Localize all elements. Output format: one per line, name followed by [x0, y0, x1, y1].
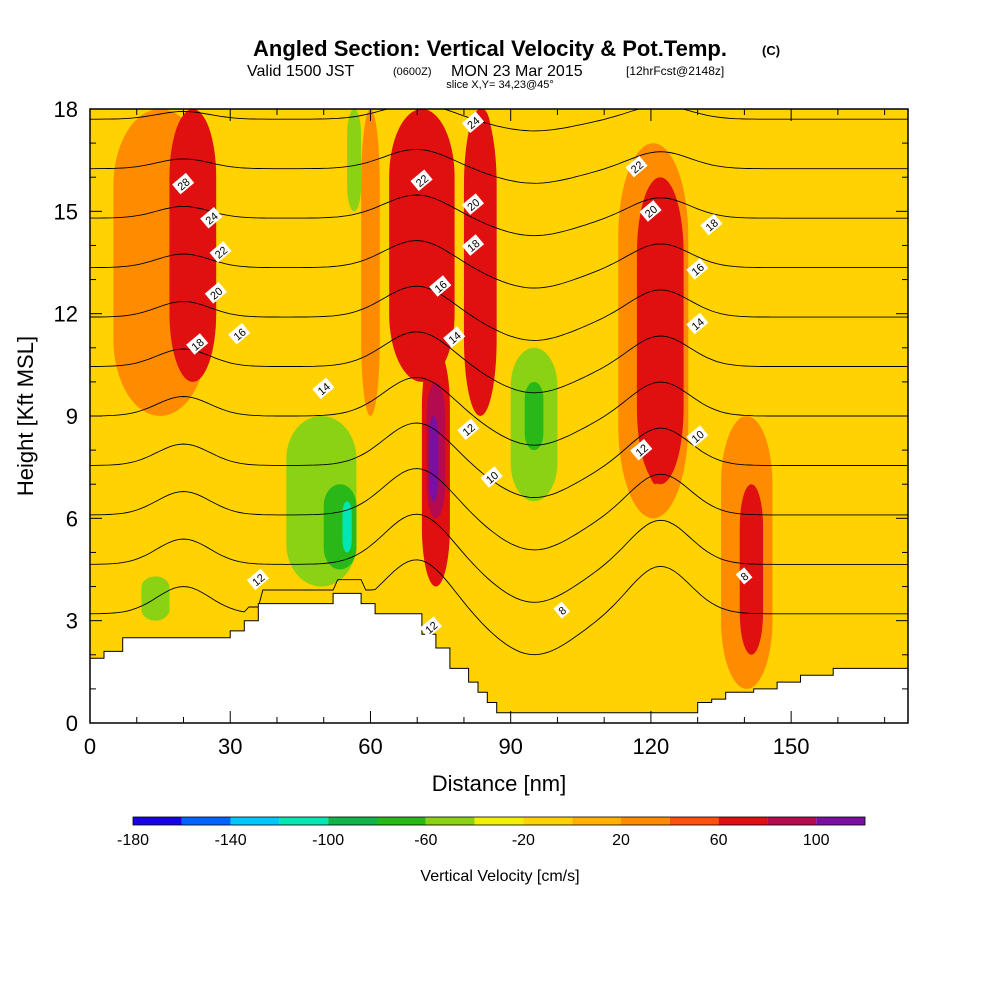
valid-date: MON 23 Mar 2015 [451, 63, 583, 80]
colorbar-swatch [377, 817, 426, 825]
velocity-cell [473, 109, 492, 246]
isotherm-line [90, 109, 908, 132]
colorbar-swatch [669, 817, 719, 825]
colorbar-swatch [133, 817, 182, 825]
colorbar-tick-label: -20 [512, 832, 535, 849]
colorbar-swatch [523, 817, 573, 825]
colorbar-swatch [767, 817, 817, 825]
x-tick-label: 30 [218, 734, 242, 759]
colorbar-swatch [816, 817, 865, 825]
x-tick-label: 0 [84, 734, 96, 759]
isotherm-line [90, 148, 908, 184]
velocity-cell [361, 109, 380, 416]
colorbar-tick-label: -140 [215, 832, 247, 849]
x-tick-label: 120 [633, 734, 670, 759]
colorbar: -180 -140 -100 -60 -20 20 60 100 [117, 816, 866, 849]
isotherm-line [90, 468, 908, 551]
y-tick-label: 0 [66, 711, 78, 736]
chart-title: Angled Section: Vertical Velocity & Pot.… [253, 36, 727, 61]
colorbar-swatch [572, 817, 621, 825]
velocity-cell [739, 484, 764, 655]
colorbar-swatch [425, 817, 475, 825]
y-tick-label: 12 [54, 302, 78, 327]
isotherm-line [90, 376, 908, 446]
y-tick-label: 15 [54, 199, 78, 224]
valid-z: (0600Z) [393, 66, 432, 78]
colorbar-swatch [474, 817, 524, 825]
isotherm-label: 8 [735, 567, 753, 585]
isotherm-line [90, 194, 908, 237]
velocity-cell [347, 109, 362, 212]
y-axis: 0 3 6 9 12 15 18 [54, 97, 908, 736]
plot-area: 2824222018161412122224201816141210822201… [90, 109, 908, 723]
x-axis: 0 30 60 90 120 150 [84, 109, 886, 759]
terrain [90, 592, 908, 723]
y-axis-label: Height [Kft MSL] [13, 336, 38, 496]
velocity-cell [428, 416, 439, 502]
y-tick-label: 6 [66, 506, 78, 531]
valid-time-line: Valid 1500 JST (0600Z) MON 23 Mar 2015 [… [247, 63, 724, 80]
isotherm-line [90, 331, 908, 394]
colorbar-tick-label: 60 [710, 832, 728, 849]
colorbar-tick-label: -60 [414, 832, 437, 849]
y-tick-label: 9 [66, 404, 78, 429]
x-tick-label: 150 [773, 734, 810, 759]
colorbar-tick-label: 20 [612, 832, 630, 849]
colorbar-tick-label: -100 [312, 832, 344, 849]
valid-prefix: Valid 1500 JST [247, 63, 355, 80]
isotherm-line [90, 240, 908, 289]
isotherm-label: 8 [553, 601, 571, 619]
velocity-cell [403, 109, 441, 280]
isotherm-line [90, 422, 908, 498]
isotherm-line [90, 513, 908, 603]
colorbar-tick-label: -180 [117, 832, 149, 849]
colorbar-label: Vertical Velocity [cm/s] [420, 868, 579, 885]
x-tick-label: 60 [358, 734, 382, 759]
colorbar-tick-label: 100 [803, 832, 830, 849]
velocity-cell [524, 381, 544, 451]
forecast-tag: [12hrFcst@2148z] [626, 64, 724, 78]
colorbar-swatch [621, 817, 670, 825]
slice-info: slice X,Y= 34,23@45° [446, 79, 554, 91]
isotherm-lines [90, 109, 908, 656]
colorbar-swatch [328, 817, 377, 825]
x-axis-label: Distance [nm] [432, 771, 567, 796]
colorbar-swatch [230, 817, 280, 825]
y-tick-label: 18 [54, 97, 78, 122]
velocity-cell [342, 501, 352, 553]
velocity-cell [646, 313, 665, 485]
chart-title-units: (C) [762, 43, 780, 58]
colorbar-swatch [718, 817, 768, 825]
x-tick-label: 90 [498, 734, 522, 759]
colorbar-swatch [181, 817, 231, 825]
isotherm-line [90, 285, 908, 341]
colorbar-swatch [279, 817, 329, 825]
isotherm-line [90, 559, 908, 656]
y-tick-label: 3 [66, 609, 78, 634]
